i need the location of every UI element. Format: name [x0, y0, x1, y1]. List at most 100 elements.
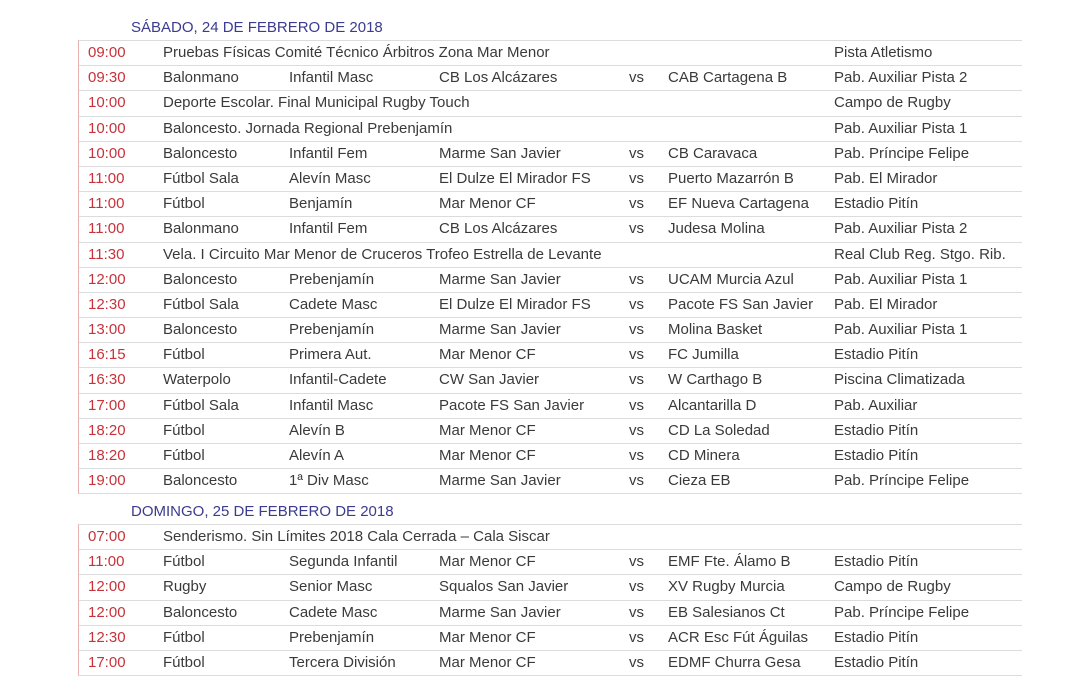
- away-team: Cieza EB: [668, 472, 731, 490]
- event-venue: Piscina Climatizada: [834, 371, 965, 389]
- event-category: Infantil Fem: [289, 220, 368, 238]
- home-team: El Dulze El Mirador FS: [439, 169, 591, 187]
- event-venue: Estadio Pitín: [834, 553, 919, 571]
- table-row: 12:00 Rugby Senior Masc Squalos San Javier v…: [78, 574, 1022, 600]
- home-team: Marme San Javier: [439, 321, 561, 339]
- event-category: Senior Masc: [289, 578, 373, 596]
- home-team: Mar Menor CF: [439, 553, 536, 571]
- event-time: 12:00: [88, 578, 126, 596]
- event-venue: Estadio Pitín: [834, 653, 919, 671]
- event-venue: Pab. Auxiliar: [834, 396, 918, 414]
- event-category: Tercera División: [289, 653, 396, 671]
- event-sport: Fútbol: [163, 195, 205, 213]
- event-list: 09:00 Pruebas Físicas Comité Técnico Árbi…: [78, 40, 1022, 495]
- event-time: 18:20: [88, 447, 126, 464]
- event-category: Cadete Masc: [289, 295, 378, 313]
- event-time: 11:00: [88, 169, 125, 187]
- event-time: 12:30: [88, 628, 126, 646]
- away-team: XV Rugby Murcia: [668, 578, 785, 596]
- event-category: Alevín Masc: [289, 169, 371, 187]
- home-team: Mar Menor CF: [439, 421, 536, 439]
- table-row: 16:15 Fútbol Primera Aut. Mar Menor CF vs FC …: [78, 342, 1022, 368]
- table-row: 16:30 Waterpolo Infantil-Cadete CW San Javi…: [78, 367, 1022, 393]
- event-sport: Baloncesto: [163, 603, 238, 621]
- table-row: 19:00 Baloncesto 1ª Div Masc Marme San Javi…: [78, 468, 1022, 495]
- versus-label: vs: [629, 371, 644, 389]
- event-sport: Fútbol Sala: [163, 396, 239, 414]
- day-heading: SÁBADO, 24 DE FEBRERO DE 2018: [131, 19, 383, 36]
- event-category: Prebenjamín: [289, 270, 375, 288]
- event-sport: Senderismo. Sin Límites 2018 Cala Cerrad…: [163, 528, 550, 545]
- event-venue: Estadio Pitín: [834, 346, 919, 364]
- away-team: Molina Basket: [668, 321, 763, 339]
- event-sport: Baloncesto: [163, 321, 238, 339]
- home-team: CW San Javier: [439, 371, 540, 389]
- away-team: CAB Cartagena B: [668, 69, 788, 87]
- versus-label: vs: [629, 578, 644, 596]
- event-sport: Fútbol: [163, 628, 205, 646]
- table-row: 12:30 Fútbol Prebenjamín Mar Menor CF vs ACR …: [78, 624, 1022, 650]
- home-team: El Dulze El Mirador FS: [439, 295, 591, 313]
- table-row: 10:00 Baloncesto. Jornada Regional Preben…: [78, 115, 1022, 141]
- table-row: 11:00 Balonmano Infantil Fem CB Los Alcázar…: [78, 216, 1022, 242]
- event-venue: Pab. Auxiliar Pista 1: [834, 270, 968, 288]
- event-venue: Pab. Príncipe Felipe: [834, 144, 970, 162]
- event-time: 11:00: [88, 195, 125, 213]
- event-sport: Fútbol: [163, 553, 205, 571]
- event-sport: Balonmano: [163, 220, 239, 238]
- away-team: W Carthago B: [668, 371, 763, 389]
- versus-label: vs: [629, 195, 644, 213]
- event-time: 16:15: [88, 346, 126, 364]
- event-venue: Campo de Rugby: [834, 94, 951, 112]
- event-sport: Rugby: [163, 578, 207, 596]
- event-sport: Fútbol: [163, 653, 205, 671]
- table-row: 09:00 Pruebas Físicas Comité Técnico Árbi…: [78, 40, 1022, 66]
- event-category: Segunda Infantil: [289, 553, 398, 571]
- home-team: Marme San Javier: [439, 472, 561, 490]
- table-row: 11:30 Vela. I Circuito Mar Menor de Cruce…: [78, 241, 1022, 267]
- home-team: Mar Menor CF: [439, 628, 536, 646]
- home-team: CB Los Alcázares: [439, 69, 558, 87]
- away-team: CB Caravaca: [668, 144, 758, 162]
- home-team: Marme San Javier: [439, 603, 561, 621]
- event-category: Infantil Masc: [289, 69, 374, 87]
- event-time: 10:00: [88, 144, 126, 162]
- event-sport: Baloncesto: [163, 270, 238, 288]
- event-venue: Pab. El Mirador: [834, 295, 938, 313]
- away-team: Puerto Mazarrón B: [668, 169, 794, 187]
- table-row: 07:00 Senderismo. Sin Límites 2018 Cala C…: [78, 524, 1022, 550]
- event-sport: Baloncesto: [163, 472, 238, 490]
- event-sport: Fútbol Sala: [163, 295, 239, 313]
- schedule-saturday: SÁBADO, 24 DE FEBRERO DE 2018 09:00 Prueb…: [78, 16, 1022, 495]
- event-venue: Pab. Auxiliar Pista 2: [834, 220, 968, 238]
- event-venue: Estadio Pitín: [834, 447, 919, 464]
- event-time: 17:00: [88, 653, 126, 671]
- away-team: EMF Fte. Álamo B: [668, 553, 791, 571]
- away-team: Alcantarilla D: [668, 396, 757, 414]
- versus-label: vs: [629, 220, 644, 238]
- table-row: 17:00 Fútbol Sala Infantil Masc Pacote FS S…: [78, 392, 1022, 418]
- versus-label: vs: [629, 447, 644, 464]
- versus-label: vs: [629, 346, 644, 364]
- home-team: Squalos San Javier: [439, 578, 569, 596]
- home-team: Marme San Javier: [439, 144, 561, 162]
- event-time: 12:30: [88, 295, 126, 313]
- event-venue: Pab. Auxiliar Pista 2: [834, 69, 968, 87]
- event-time: 07:00: [88, 528, 126, 545]
- away-team: CD La Soledad: [668, 421, 770, 439]
- versus-label: vs: [629, 472, 644, 490]
- table-row: 11:00 Fútbol Benjamín Mar Menor CF vs EF Nuev…: [78, 191, 1022, 217]
- home-team: Pacote FS San Javier: [439, 396, 585, 414]
- table-row: 10:00 Deporte Escolar. Final Municipal Ru…: [78, 90, 1022, 116]
- home-team: Marme San Javier: [439, 270, 561, 288]
- event-venue: Pab. Príncipe Felipe: [834, 603, 970, 621]
- event-venue: Estadio Pitín: [834, 628, 919, 646]
- event-time: 17:00: [88, 396, 126, 414]
- event-time: 13:00: [88, 321, 126, 339]
- event-category: Infantil-Cadete: [289, 371, 387, 389]
- home-team: Mar Menor CF: [439, 653, 536, 671]
- event-sport: Fútbol: [163, 447, 205, 464]
- event-venue: Pab. Auxiliar Pista 1: [834, 321, 968, 339]
- home-team: Mar Menor CF: [439, 346, 536, 364]
- away-team: EB Salesianos Ct: [668, 603, 785, 621]
